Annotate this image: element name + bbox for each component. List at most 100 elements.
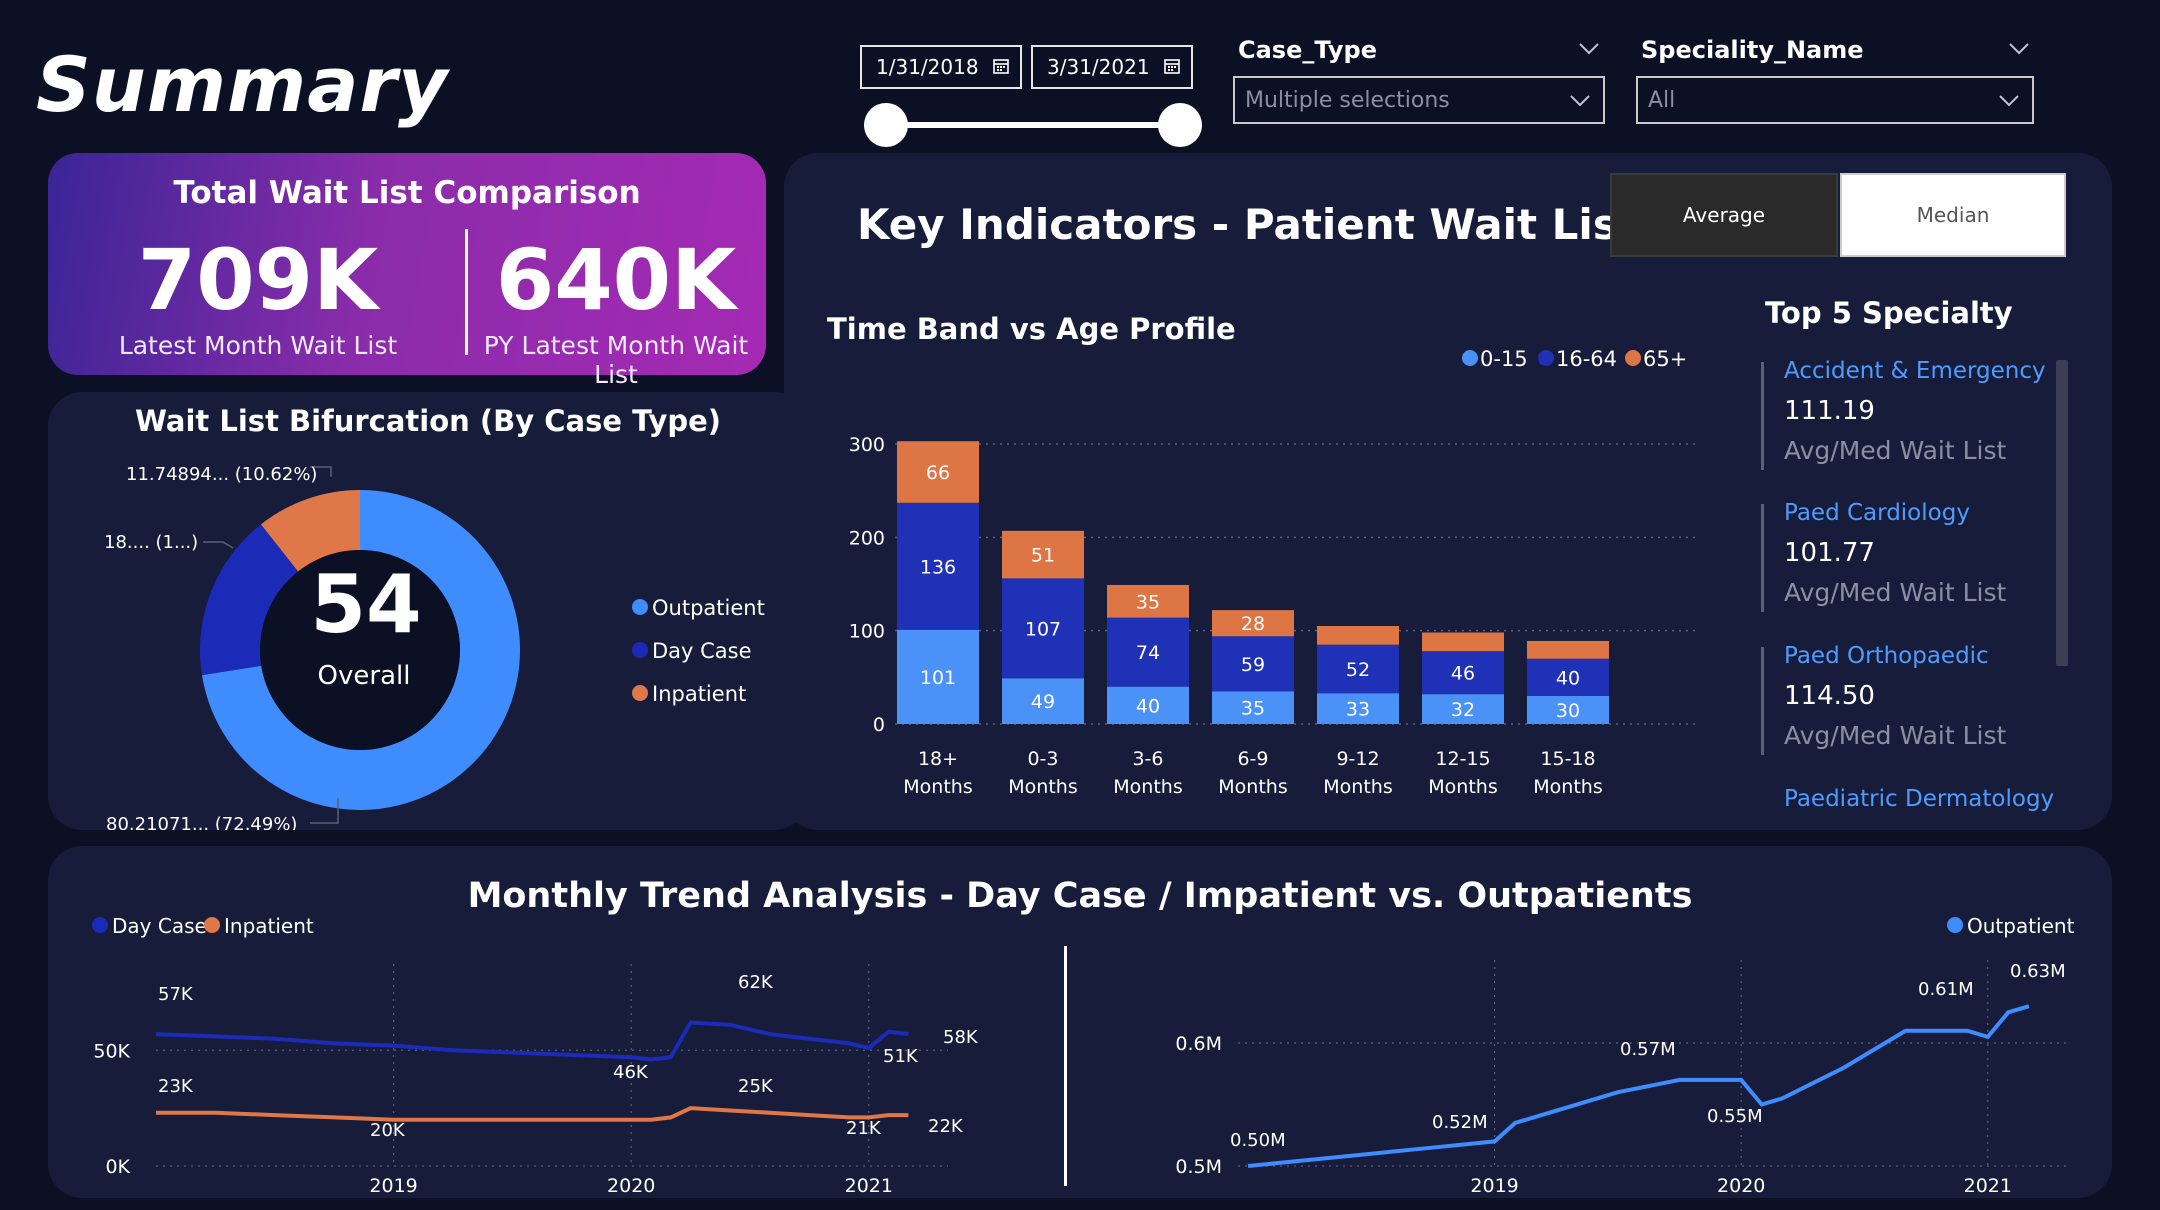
day-case-data-label: 58K	[943, 1027, 979, 1048]
x-tick-label: 2019	[1470, 1175, 1518, 1197]
bar-segment-0-15[interactable]	[1422, 694, 1504, 724]
speciality-dropdown[interactable]: All	[1636, 76, 2034, 124]
calendar-icon[interactable]	[1163, 57, 1181, 75]
bar-segment-65+[interactable]	[1527, 640, 1609, 659]
bar-segment-16-64[interactable]	[1002, 578, 1084, 679]
donut-legend: Outpatient Day Case Inpatient	[632, 596, 765, 706]
specialty-value: 114.50	[1784, 681, 1875, 711]
end-date-value: 3/31/2021	[1047, 55, 1150, 79]
donut-slice-outpatient[interactable]	[201, 490, 520, 810]
x-tick-label: Months	[903, 776, 972, 798]
bar-segment-16-64[interactable]	[1317, 644, 1399, 694]
outpatient-data-label: 0.61M	[1918, 979, 1974, 1000]
x-tick-label: 2020	[607, 1175, 655, 1197]
y-tick-label: 0K	[105, 1156, 130, 1178]
specialty-name: Paed Cardiology	[1784, 500, 1970, 526]
donut-slice-day-case[interactable]	[200, 524, 299, 676]
bar-data-label: 66	[926, 462, 950, 484]
bar-legend-0-15: 0-15	[1480, 347, 1528, 371]
line-inpatient[interactable]	[156, 1106, 909, 1122]
calendar-icon[interactable]	[992, 57, 1010, 75]
bar-segment-0-15[interactable]	[1212, 691, 1294, 724]
bar-data-label: 52	[1346, 659, 1370, 681]
date-range-end-handle[interactable]	[1158, 103, 1202, 147]
bar-data-label: 49	[1031, 691, 1055, 713]
line-day-case[interactable]	[155, 1020, 909, 1062]
x-tick-label: 15-18	[1540, 748, 1595, 770]
bar-segment-0-15[interactable]	[1527, 696, 1609, 724]
bar-data-label: 33	[1346, 699, 1370, 721]
donut-title: Wait List Bifurcation (By Case Type)	[134, 404, 722, 438]
bar-segment-65+[interactable]	[1107, 584, 1189, 618]
y-tick-label: 0.5M	[1175, 1156, 1222, 1178]
page-title: Summary	[36, 40, 449, 129]
line-outpatient[interactable]	[1247, 1004, 2030, 1168]
average-toggle-button[interactable]: Average	[1610, 173, 1838, 257]
specialty-item[interactable]: Accident & Emergency 111.19 Avg/Med Wait…	[1761, 358, 2064, 470]
chevron-down-icon[interactable]	[1578, 42, 1600, 56]
bar-segment-65+[interactable]	[1422, 632, 1504, 652]
bar-segment-0-15[interactable]	[1317, 693, 1399, 724]
specialty-scrollbar[interactable]	[2056, 360, 2068, 666]
bar-segment-16-64[interactable]	[1107, 617, 1189, 687]
trend-divider	[1064, 946, 1067, 1186]
specialty-name: Accident & Emergency	[1784, 358, 2046, 384]
bar-legend-16-64: 16-64	[1556, 347, 1617, 371]
trend-title: Monthly Trend Analysis - Day Case / Impa…	[467, 876, 1693, 916]
legend-outpatient: Outpatient	[1967, 914, 2075, 938]
day-case-data-label: 62K	[738, 972, 774, 993]
x-tick-label: 18+	[918, 748, 958, 770]
end-date-input[interactable]: 3/31/2021	[1031, 45, 1193, 89]
bar-data-label: 30	[1556, 700, 1580, 722]
day-case-data-label: 51K	[883, 1046, 919, 1067]
specialty-item[interactable]: Paediatric Dermatology	[1764, 786, 2064, 830]
bar-segment-65+[interactable]	[1002, 530, 1084, 579]
chevron-down-icon[interactable]	[1569, 94, 1591, 108]
day-case-data-label: 46K	[613, 1062, 649, 1083]
key-indicators-title: Key Indicators - Patient Wait List	[857, 200, 1638, 249]
bar-segment-0-15[interactable]	[1002, 678, 1084, 724]
bar-data-label: 40	[1556, 667, 1580, 689]
bar-segment-16-64[interactable]	[1212, 636, 1294, 692]
speciality-value: All	[1648, 87, 1676, 113]
date-range-slider-track[interactable]	[882, 122, 1182, 128]
y-tick-label: 0	[873, 714, 885, 736]
outpatient-data-label: 0.63M	[2010, 961, 2066, 982]
kpi-title: Total Wait List Comparison	[173, 175, 641, 211]
donut-label-day-case: 18.... (1...)	[104, 532, 198, 553]
bar-segment-65+[interactable]	[1317, 626, 1399, 645]
bar-x-labels: 18+ Months 0-3 Months 3-6 Months 6-9 Months 9-12…	[903, 748, 1602, 798]
median-toggle-button[interactable]: Median	[1840, 173, 2066, 257]
bar-segment-16-64[interactable]	[1422, 651, 1504, 695]
start-date-input[interactable]: 1/31/2018	[860, 45, 1022, 89]
chevron-down-icon[interactable]	[1998, 94, 2020, 108]
x-tick-label: 2020	[1717, 1175, 1765, 1197]
specialty-item[interactable]: Paed Cardiology 101.77 Avg/Med Wait List	[1761, 500, 2064, 612]
inpatient-data-label: 22K	[928, 1116, 964, 1137]
bar-segment-0-15[interactable]	[897, 629, 979, 724]
donut-label-outpatient: 80.21071... (72.49%)	[106, 814, 297, 830]
y-tick-label: 0.6M	[1175, 1033, 1222, 1055]
bar-segment-0-15[interactable]	[1107, 686, 1189, 724]
bar-data-label: 51	[1031, 545, 1055, 567]
x-tick-label: Months	[1113, 776, 1182, 798]
donut-chart: 54 Overall 11.74894... (10.62%) 18.... (…	[104, 464, 765, 830]
case-type-dropdown[interactable]: Multiple selections	[1233, 76, 1605, 124]
bar-segment-65+[interactable]	[897, 441, 979, 503]
trend-panel	[48, 846, 2112, 1198]
bar-data-label: 35	[1136, 591, 1160, 613]
bar-chart-title: Time Band vs Age Profile	[827, 312, 1236, 346]
inpatient-data-label: 23K	[158, 1076, 194, 1097]
donut-slice-inpatient[interactable]	[260, 490, 360, 572]
kpi-previous-label: PY Latest Month Wait List	[483, 331, 749, 389]
chevron-down-icon[interactable]	[2008, 42, 2030, 56]
bar-legend-65-plus: 65+	[1643, 347, 1687, 371]
inpatient-data-label: 25K	[738, 1076, 774, 1097]
bar-segment-65+[interactable]	[1212, 610, 1294, 637]
bar-segment-16-64[interactable]	[897, 502, 979, 630]
y-tick-label: 100	[849, 621, 885, 643]
bar-segment-16-64[interactable]	[1527, 658, 1609, 696]
date-range-start-handle[interactable]	[864, 103, 908, 147]
specialty-item[interactable]: Paed Orthopaedic 114.50 Avg/Med Wait Lis…	[1761, 643, 2064, 755]
bar-data-label: 32	[1451, 699, 1475, 721]
